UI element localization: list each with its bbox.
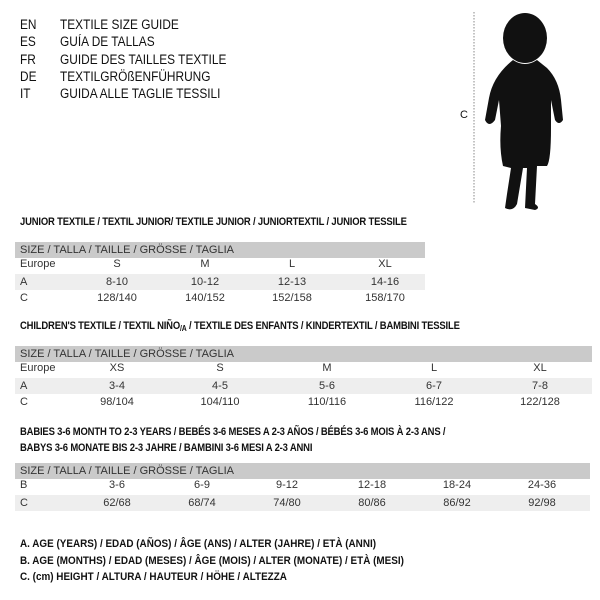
table-cell: 122/128 — [520, 396, 560, 408]
table-cell: 24-36 — [527, 479, 557, 491]
table-cell: XL — [378, 258, 392, 270]
language-code: EN — [20, 17, 37, 32]
table-cell: S — [113, 258, 121, 270]
legend-item: B. AGE (MONTHS) / EDAD (MESES) / ÂGE (MO… — [20, 554, 404, 567]
child-figure: C — [455, 8, 575, 213]
table-cell: 3-6 — [109, 479, 125, 491]
row-label: A — [20, 276, 28, 288]
table-cell: 110/116 — [307, 396, 347, 408]
table-cell: 14-16 — [370, 276, 400, 288]
table-cell: M — [322, 362, 332, 374]
height-measure-label: C — [460, 109, 468, 121]
row-label: A — [20, 380, 28, 392]
title-subscript: /A — [180, 324, 187, 333]
table-header: SIZE / TALLA / TAILLE / GRÖSSE / TAGLIA — [15, 346, 592, 362]
table-cell: 8-10 — [105, 276, 129, 288]
table-cell: 9-12 — [275, 479, 299, 491]
language-title: GUIDE DES TAILLES TEXTILE — [60, 51, 227, 67]
table-row: C 98/104 104/110 110/116 116/122 122/128 — [15, 394, 592, 410]
table-row: Europe S M L XL — [15, 258, 425, 274]
table-cell: 5-6 — [319, 380, 335, 392]
table-cell: 3-4 — [109, 380, 125, 392]
row-label: Europe — [20, 258, 56, 270]
table-cell: 18-24 — [442, 479, 472, 491]
table-cell: 158/170 — [365, 292, 405, 304]
table-cell: 86/92 — [443, 497, 471, 509]
table-cell: XS — [109, 362, 125, 374]
table-cell: 10-12 — [190, 276, 220, 288]
language-title: TEXTILGRÖßENFÜHRUNG — [60, 68, 211, 84]
language-code: IT — [20, 86, 31, 102]
language-code: ES — [20, 34, 36, 50]
table-cell: 62/68 — [103, 497, 131, 509]
language-code: DE — [20, 68, 37, 84]
table-row: Europe XS S M L XL — [15, 362, 592, 378]
junior-section-title: JUNIOR TEXTILE / TEXTIL JUNIOR/ TEXTILE … — [20, 216, 407, 228]
babies-title-line2: BABYS 3-6 MONATE BIS 2-3 JAHRE / BAMBINI… — [20, 442, 313, 454]
table-cell: 98/104 — [100, 396, 134, 408]
table-row: C 62/68 68/74 74/80 80/86 86/92 92/98 — [15, 495, 590, 511]
row-label: B — [20, 479, 28, 491]
table-header: SIZE / TALLA / TAILLE / GRÖSSE / TAGLIA — [15, 463, 590, 479]
legend-item: A. AGE (YEARS) / EDAD (AÑOS) / ÂGE (ANS)… — [20, 538, 377, 550]
children-section-title: CHILDREN'S TEXTILE / TEXTIL NIÑO/A / TEX… — [20, 320, 460, 333]
table-cell: L — [288, 258, 296, 270]
child-silhouette-icon — [473, 12, 563, 210]
table-cell: 7-8 — [532, 380, 548, 392]
children-size-table: SIZE / TALLA / TAILLE / GRÖSSE / TAGLIA … — [15, 346, 592, 410]
table-cell: 92/98 — [528, 497, 556, 509]
babies-size-table: SIZE / TALLA / TAILLE / GRÖSSE / TAGLIA … — [15, 463, 590, 511]
table-cell: 12-13 — [277, 276, 307, 288]
legend-item: C. (cm) HEIGHT / ALTURA / HAUTEUR / HÖHE… — [20, 571, 287, 583]
junior-size-table: SIZE / TALLA / TAILLE / GRÖSSE / TAGLIA … — [15, 242, 425, 306]
language-title: GUÍA DE TALLAS — [60, 34, 155, 50]
table-cell: 104/110 — [200, 396, 240, 408]
title-part: CHILDREN'S TEXTILE / TEXTIL NIÑO — [20, 320, 181, 332]
table-cell: 4-5 — [212, 380, 228, 392]
table-row: A 3-4 4-5 5-6 6-7 7-8 — [15, 378, 592, 394]
language-code: FR — [20, 51, 36, 67]
table-cell: 128/140 — [97, 292, 137, 304]
table-row: A 8-10 10-12 12-13 14-16 — [15, 274, 425, 290]
table-cell: XL — [533, 362, 547, 374]
table-cell: 74/80 — [273, 497, 301, 509]
table-row: B 3-6 6-9 9-12 12-18 18-24 24-36 — [15, 479, 590, 495]
babies-title-line1: BABIES 3-6 MONTH TO 2-3 YEARS / BEBÉS 3-… — [20, 426, 446, 438]
table-cell: 12-18 — [357, 479, 387, 491]
table-cell: 140/152 — [185, 292, 225, 304]
table-cell: 6-9 — [194, 479, 210, 491]
language-title: GUIDA ALLE TAGLIE TESSILI — [60, 86, 221, 102]
table-cell: 80/86 — [358, 497, 386, 509]
language-title: TEXTILE SIZE GUIDE — [60, 17, 179, 32]
table-cell: 116/122 — [414, 396, 454, 408]
table-cell: 68/74 — [188, 497, 216, 509]
table-cell: 152/158 — [272, 292, 312, 304]
table-cell: L — [430, 362, 438, 374]
table-row: C 128/140 140/152 152/158 158/170 — [15, 290, 425, 306]
row-label: C — [20, 292, 28, 304]
table-header: SIZE / TALLA / TAILLE / GRÖSSE / TAGLIA — [15, 242, 425, 258]
table-cell: 6-7 — [426, 380, 442, 392]
table-cell: S — [216, 362, 224, 374]
title-part: / TEXTILE DES ENFANTS / KINDERTEXTIL / B… — [186, 320, 460, 332]
row-label: C — [20, 396, 28, 408]
row-label: Europe — [20, 362, 56, 374]
table-cell: M — [200, 258, 210, 270]
row-label: C — [20, 497, 28, 509]
